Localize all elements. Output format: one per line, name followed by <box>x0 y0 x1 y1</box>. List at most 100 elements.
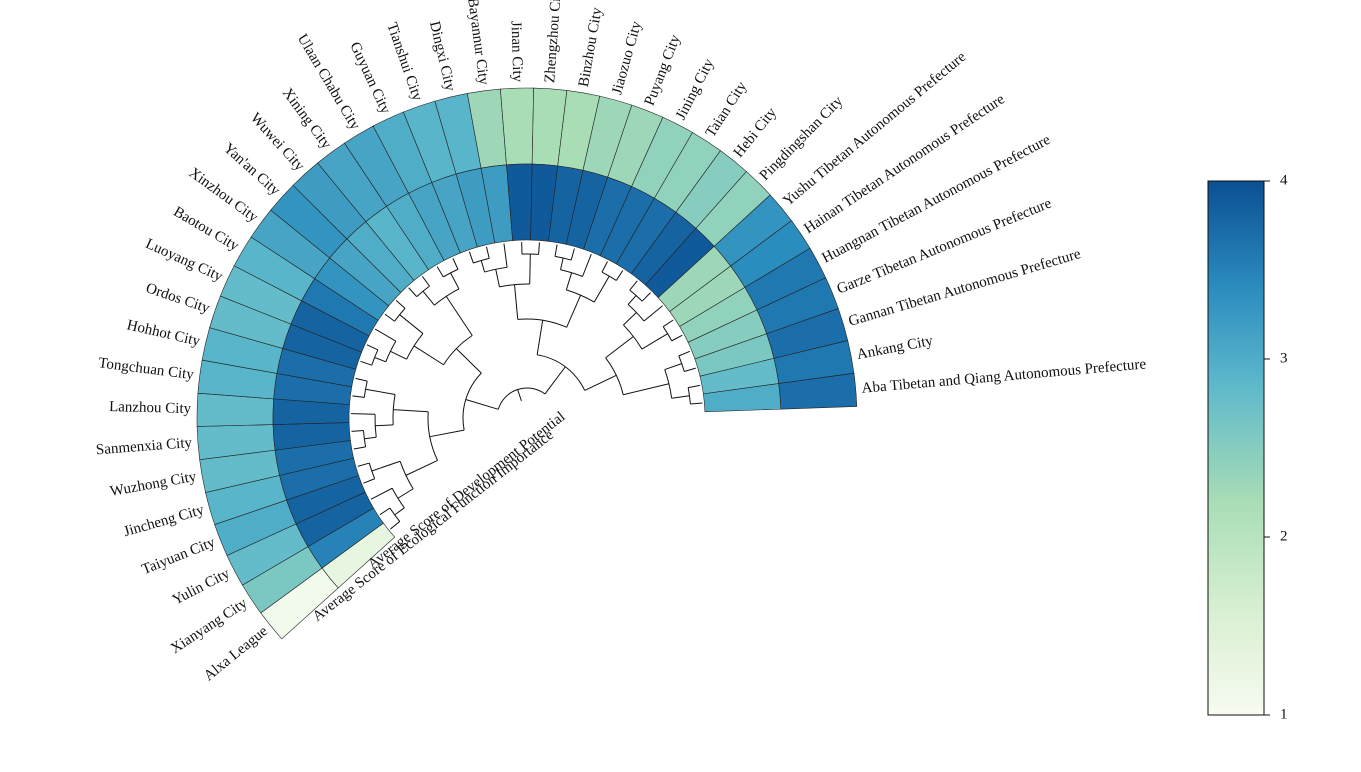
dendrogram-arc <box>389 507 401 522</box>
category-label: Tianshui City <box>383 21 425 104</box>
category-label: Baotou City <box>170 204 241 255</box>
dendrogram-branch <box>355 377 368 382</box>
dendrogram-branch <box>370 487 393 500</box>
dendrogram-branch <box>405 459 438 476</box>
dendrogram-arc <box>473 257 490 264</box>
dendrogram-arc <box>394 308 406 322</box>
category-label: Bayannur City <box>464 0 491 86</box>
dendrogram-branch <box>374 356 386 363</box>
dendrogram-branch <box>366 344 379 351</box>
heatmap-rings <box>196 87 858 640</box>
dendrogram-arc <box>560 269 583 277</box>
category-label: Guyuan City <box>346 40 393 117</box>
dendrogram-branch <box>529 254 531 285</box>
dendrogram-branch <box>357 462 370 467</box>
category-label: Gannan Tibetan Autonomous Prefecture <box>847 246 1083 330</box>
dendrogram-branch <box>570 248 575 261</box>
dendrogram-branch <box>582 253 592 277</box>
dendrogram-arc <box>385 340 397 363</box>
dendrogram-branch <box>605 336 634 359</box>
dendrogram-branch <box>684 367 696 372</box>
dendrogram-branch <box>360 360 372 366</box>
dendrogram-branch <box>397 488 414 499</box>
dendrogram-branch <box>468 251 474 264</box>
dendrogram-branch <box>690 402 703 405</box>
dendrogram-branch <box>429 429 465 438</box>
category-label: Jinan City <box>508 21 526 83</box>
dendrogram-branch <box>554 244 558 257</box>
dendrogram-branch <box>560 257 564 270</box>
dendrogram-branch <box>584 374 617 391</box>
colorbar-tick-label: 1 <box>1280 706 1288 722</box>
dendrogram-branch <box>623 383 670 396</box>
dendrogram-branch <box>513 284 519 320</box>
colorbar-gradient <box>1207 180 1265 716</box>
dendrogram-arc <box>627 304 645 322</box>
dendrogram-branch <box>390 350 407 360</box>
dendrogram-branch <box>641 333 668 350</box>
dendrogram-root <box>517 389 522 402</box>
category-label: Ordos City <box>144 280 212 317</box>
dendrogram-branch <box>353 446 366 450</box>
dendrogram-branch <box>544 366 566 395</box>
dendrogram-branch <box>566 294 582 328</box>
dendrogram-branch <box>436 266 444 278</box>
dendrogram-arc <box>363 380 368 398</box>
category-label: Lanzhou City <box>109 399 192 417</box>
dendrogram-branch <box>662 319 674 328</box>
dendrogram-branch <box>352 395 365 398</box>
dendrogram-branch <box>629 280 638 291</box>
dendrogram-branch <box>565 272 573 291</box>
dendrogram-branch <box>452 258 459 270</box>
category-label: Yulin City <box>170 565 233 608</box>
dendrogram-branch <box>371 460 401 472</box>
dendrogram-branch <box>593 275 610 303</box>
outer-cell <box>500 87 534 166</box>
dendrogram-branch <box>503 243 508 268</box>
dendrogram-branch <box>615 270 624 281</box>
category-label: Jining City <box>673 56 718 123</box>
dendrogram-branch <box>365 388 396 395</box>
dendrogram-arc <box>687 387 691 405</box>
category-label: Sanmenxia City <box>95 435 193 458</box>
dendrogram-branch <box>495 269 500 287</box>
dendrogram-arc <box>662 326 673 342</box>
dendrogram-branch <box>364 436 377 440</box>
dendrogram-arc <box>362 430 367 448</box>
category-label: Luoyang City <box>143 236 226 285</box>
dendrogram-branch <box>485 246 490 259</box>
dendrogram-branch <box>351 413 376 415</box>
inner-cell <box>703 383 782 413</box>
dendrogram-arc <box>497 387 546 410</box>
dendrogram-branch <box>393 409 429 413</box>
category-label: Garze Tibetan Autonomous Prefecture <box>835 195 1055 297</box>
dendrogram-branch <box>384 313 395 322</box>
dendrogram-branch <box>379 507 391 516</box>
dendrogram-branch <box>671 395 690 399</box>
dendrogram-branch <box>445 296 473 336</box>
category-label: Aba Tibetan and Qiang Autonomous Prefect… <box>861 356 1147 396</box>
dendrogram-branch <box>363 478 375 484</box>
dendrogram-branch <box>408 287 418 297</box>
category-label: Jincheng City <box>122 502 207 540</box>
category-label: Ankang City <box>856 333 935 363</box>
dendrogram-branch <box>399 314 424 334</box>
dendrogram-branch <box>536 320 544 355</box>
colorbar-tick-label: 2 <box>1280 528 1288 544</box>
category-label: Taian City <box>703 79 751 141</box>
category-label: Hebi City <box>731 105 781 161</box>
dendrogram-branch <box>450 272 460 290</box>
dendrogram-branch <box>643 305 663 322</box>
dendrogram-arc <box>601 271 617 281</box>
dendrogram-branch <box>390 521 401 530</box>
dendrogram-branch <box>480 260 486 273</box>
dendrogram-branch <box>395 299 406 309</box>
dendrogram-branch <box>538 242 540 255</box>
category-label: Taiyuan City <box>140 534 219 578</box>
dendrogram-branch <box>671 334 683 342</box>
colorbar-tick-label: 4 <box>1280 172 1288 188</box>
colorbar-tick-label: 3 <box>1280 350 1288 366</box>
category-label: Binzhou City <box>576 6 606 88</box>
dendrogram-branch <box>421 276 430 287</box>
